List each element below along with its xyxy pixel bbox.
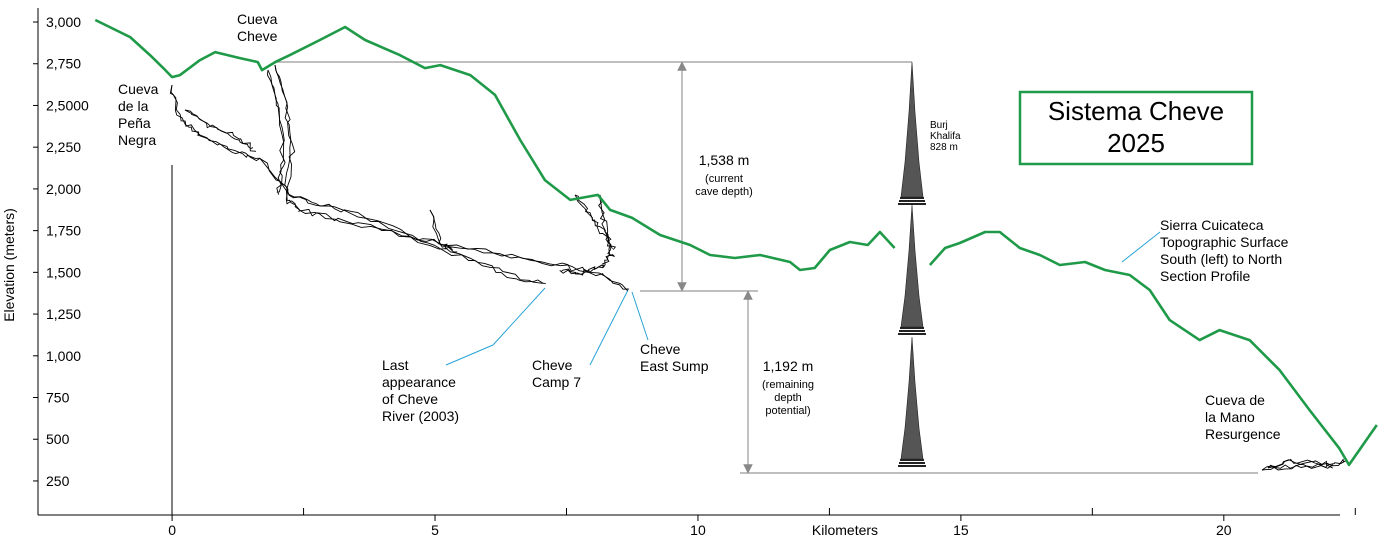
title: Sistema Cheve: [1048, 96, 1224, 126]
tower-base: [899, 330, 925, 332]
cave-passage: [266, 69, 286, 193]
annotation: South (left) to North: [1160, 251, 1282, 267]
depth-label: (current: [705, 173, 743, 185]
cave-passage: [169, 84, 544, 284]
leader-lines: [445, 231, 1161, 366]
y-tick-label: 2,000: [46, 181, 81, 197]
x-tick-label: 15: [953, 522, 969, 538]
y-tick-label: 750: [46, 390, 70, 406]
cave-passage: [170, 84, 546, 284]
annotation: Sierra Cuicateca: [1160, 217, 1264, 233]
depth-lines: [275, 61, 1258, 474]
tower-base: [899, 462, 925, 464]
y-axis-label: Elevation (meters): [1, 208, 17, 322]
cave-passage: [559, 194, 615, 276]
annotation: East Sump: [640, 358, 709, 374]
annotation: Cheve: [237, 28, 278, 44]
annotation: Cueva de: [1205, 392, 1265, 408]
y-tick-label: 1,000: [46, 348, 81, 364]
y-tick-label: 1,500: [46, 264, 81, 280]
depth-label: 1,192 m: [763, 358, 814, 374]
tower: [900, 336, 924, 460]
x-tick-label: 5: [431, 522, 439, 538]
x-tick-label: 20: [1216, 522, 1232, 538]
cave-passage: [561, 194, 611, 275]
tower-base: [900, 459, 924, 461]
tower-base: [898, 203, 926, 205]
burj-khalifa: [898, 61, 926, 467]
cave-passage: [1267, 463, 1334, 469]
cave-survey: [169, 64, 1346, 471]
x-tick-label: 10: [690, 522, 706, 538]
annotation: Cueva: [237, 11, 278, 27]
y-tick-label: 2,5000: [46, 97, 89, 113]
tower-base: [898, 465, 926, 467]
annotation: de la: [118, 98, 149, 114]
annotation: Cueva: [118, 81, 159, 97]
annotation: 828 m: [930, 142, 958, 153]
depth-label: cave depth): [695, 186, 752, 198]
cave-passage: [1267, 463, 1334, 471]
annotation: of Cheve: [382, 391, 438, 407]
tower: [900, 61, 924, 198]
surface-line: [94, 18, 1378, 467]
y-tick-label: 1,250: [46, 306, 81, 322]
cave-passage: [599, 194, 617, 250]
annotation: Negra: [118, 132, 156, 148]
tower: [900, 204, 924, 328]
x-axis-label: Kilometers: [812, 522, 878, 538]
tower-base: [898, 333, 926, 335]
y-tick-label: 250: [46, 473, 70, 489]
annotation: Camp 7: [532, 374, 581, 390]
y-tick-label: 2,750: [46, 56, 81, 72]
y-tick-label: 1,750: [46, 223, 81, 239]
annotation: la Mano: [1205, 409, 1255, 425]
title: 2025: [1107, 128, 1165, 158]
cave-passage: [184, 109, 254, 150]
annotation: Section Profile: [1160, 268, 1250, 284]
cave-passage: [267, 69, 285, 195]
annotation: appearance: [382, 374, 456, 390]
annotation: Cheve: [532, 357, 573, 373]
cave-passage: [598, 194, 613, 250]
annotation: Resurgence: [1205, 426, 1281, 442]
depth-label: potential): [765, 405, 810, 417]
y-tick-label: 2,250: [46, 139, 81, 155]
tower-base: [899, 200, 925, 202]
annotation: Khalifa: [930, 131, 961, 142]
annotation: Peña: [118, 115, 151, 131]
depth-label: depth: [774, 392, 802, 404]
tower-base: [900, 327, 924, 329]
y-tick-label: 500: [46, 431, 70, 447]
depth-label: (remaining: [762, 379, 814, 391]
cave-passage: [274, 64, 628, 292]
y-tick-label: 3,000: [46, 14, 81, 30]
depth-label: 1,538 m: [699, 152, 750, 168]
tower-base: [900, 197, 924, 199]
annotation: Topographic Surface: [1160, 234, 1289, 250]
cave-passage: [1261, 459, 1346, 471]
annotation: River (2003): [382, 408, 459, 424]
cave-passage: [274, 64, 629, 290]
annotation: Burj: [930, 120, 948, 131]
annotation: Cheve: [640, 341, 681, 357]
cave-passage: [429, 209, 453, 251]
title-box: [1018, 90, 1254, 166]
annotation: Last: [382, 357, 409, 373]
x-tick-label: 0: [168, 522, 176, 538]
